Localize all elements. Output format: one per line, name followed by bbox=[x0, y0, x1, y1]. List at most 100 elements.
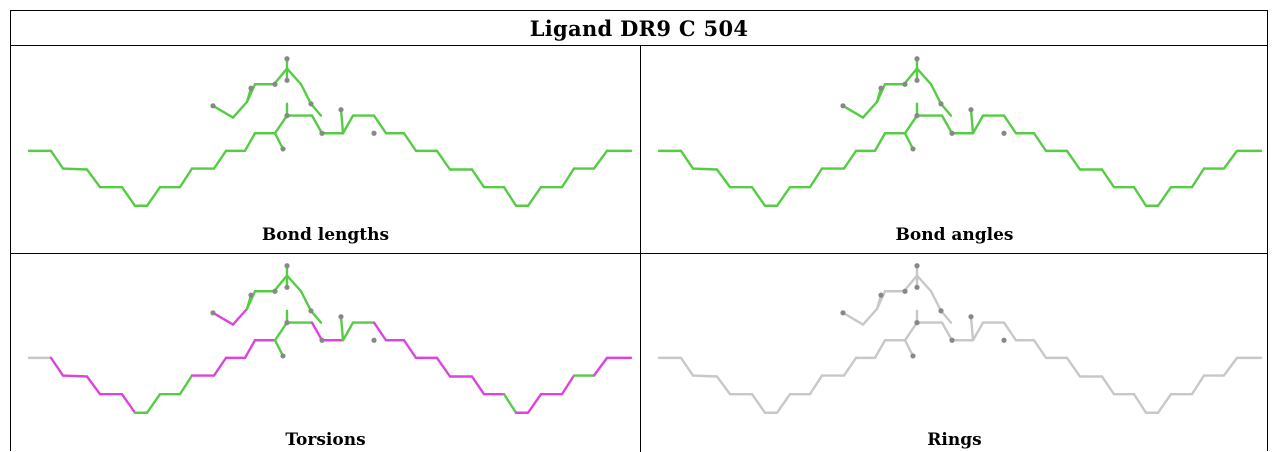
bond bbox=[61, 167, 89, 171]
atom bbox=[910, 353, 916, 359]
bond bbox=[842, 149, 858, 170]
atom bbox=[284, 263, 290, 269]
bond bbox=[940, 114, 954, 135]
bond bbox=[310, 321, 324, 342]
bond bbox=[272, 67, 289, 86]
bond bbox=[341, 321, 355, 342]
atom bbox=[878, 85, 884, 91]
atom bbox=[284, 284, 290, 290]
bond bbox=[85, 168, 102, 189]
bond bbox=[902, 274, 919, 293]
bond bbox=[243, 132, 257, 153]
ligand-title: Ligand DR9 C 504 bbox=[529, 15, 749, 41]
bond bbox=[929, 83, 943, 106]
bond bbox=[1190, 167, 1206, 189]
bond bbox=[61, 374, 89, 378]
atom bbox=[949, 337, 955, 343]
bond bbox=[49, 149, 65, 170]
panel-bond-angles: Bond angles bbox=[641, 47, 1268, 253]
atom bbox=[1001, 337, 1007, 343]
bond bbox=[372, 321, 388, 342]
atom bbox=[280, 146, 286, 152]
atom bbox=[319, 130, 325, 136]
bond bbox=[435, 149, 452, 171]
bond bbox=[145, 392, 162, 414]
bond bbox=[273, 321, 289, 342]
atom bbox=[284, 56, 290, 62]
bond bbox=[231, 100, 249, 119]
bond bbox=[775, 185, 792, 207]
bond bbox=[841, 104, 865, 119]
bond bbox=[502, 392, 518, 414]
atom bbox=[910, 146, 916, 152]
atom bbox=[371, 337, 377, 343]
atom bbox=[968, 314, 974, 320]
bond bbox=[470, 168, 486, 189]
caption-bond-angles: Bond angles bbox=[895, 225, 1014, 245]
bond bbox=[750, 392, 767, 414]
bond bbox=[145, 185, 162, 207]
bond bbox=[231, 307, 249, 326]
bond bbox=[940, 321, 954, 342]
atom bbox=[280, 353, 286, 359]
bond bbox=[1002, 321, 1018, 342]
bond bbox=[1065, 149, 1082, 171]
row-divider bbox=[11, 253, 1267, 254]
bond bbox=[211, 104, 235, 119]
bond bbox=[1132, 185, 1148, 207]
atom bbox=[284, 320, 290, 326]
bond bbox=[560, 167, 576, 189]
bond bbox=[120, 185, 137, 207]
bond bbox=[1156, 185, 1173, 207]
atom bbox=[371, 130, 377, 136]
bond bbox=[272, 274, 289, 293]
bond bbox=[85, 375, 102, 396]
bond bbox=[592, 149, 609, 170]
bond bbox=[1032, 339, 1048, 360]
bond bbox=[341, 114, 355, 135]
ligand-validation-table: Ligand DR9 C 504 Bond lengths Bond angle… bbox=[10, 10, 1268, 452]
atom bbox=[840, 103, 846, 109]
atom bbox=[914, 320, 920, 326]
bond bbox=[903, 321, 919, 342]
molecule-torsions bbox=[27, 263, 633, 414]
atom bbox=[914, 77, 920, 83]
atom bbox=[248, 85, 254, 91]
bond bbox=[903, 132, 915, 151]
bond bbox=[1190, 374, 1206, 396]
panel-bond-lengths: Bond lengths bbox=[11, 47, 640, 253]
bond bbox=[750, 185, 767, 207]
atom bbox=[308, 101, 314, 107]
caption-rings: Rings bbox=[927, 430, 982, 450]
atom bbox=[968, 107, 974, 113]
atom bbox=[210, 103, 216, 109]
bond bbox=[873, 339, 887, 360]
bond bbox=[299, 290, 313, 313]
bond bbox=[1222, 356, 1239, 377]
atom bbox=[938, 101, 944, 107]
atom bbox=[902, 81, 908, 87]
bond bbox=[212, 149, 228, 170]
bond bbox=[903, 114, 919, 135]
bond bbox=[402, 339, 418, 360]
bond bbox=[1002, 114, 1018, 135]
bond bbox=[679, 356, 695, 377]
bond bbox=[372, 114, 388, 135]
bond bbox=[273, 114, 289, 135]
bond bbox=[775, 392, 792, 414]
bond bbox=[339, 108, 345, 135]
bond bbox=[273, 339, 285, 358]
panel-rings: Rings bbox=[641, 254, 1268, 452]
bond bbox=[969, 315, 975, 342]
bond bbox=[873, 132, 887, 153]
atom bbox=[902, 288, 908, 294]
bond bbox=[1100, 168, 1116, 189]
bond bbox=[841, 311, 865, 326]
bond bbox=[929, 290, 943, 313]
bond bbox=[715, 375, 732, 396]
bond bbox=[120, 392, 137, 414]
bond bbox=[691, 167, 719, 171]
atom bbox=[272, 81, 278, 87]
bond bbox=[526, 392, 543, 414]
bond bbox=[971, 321, 985, 342]
